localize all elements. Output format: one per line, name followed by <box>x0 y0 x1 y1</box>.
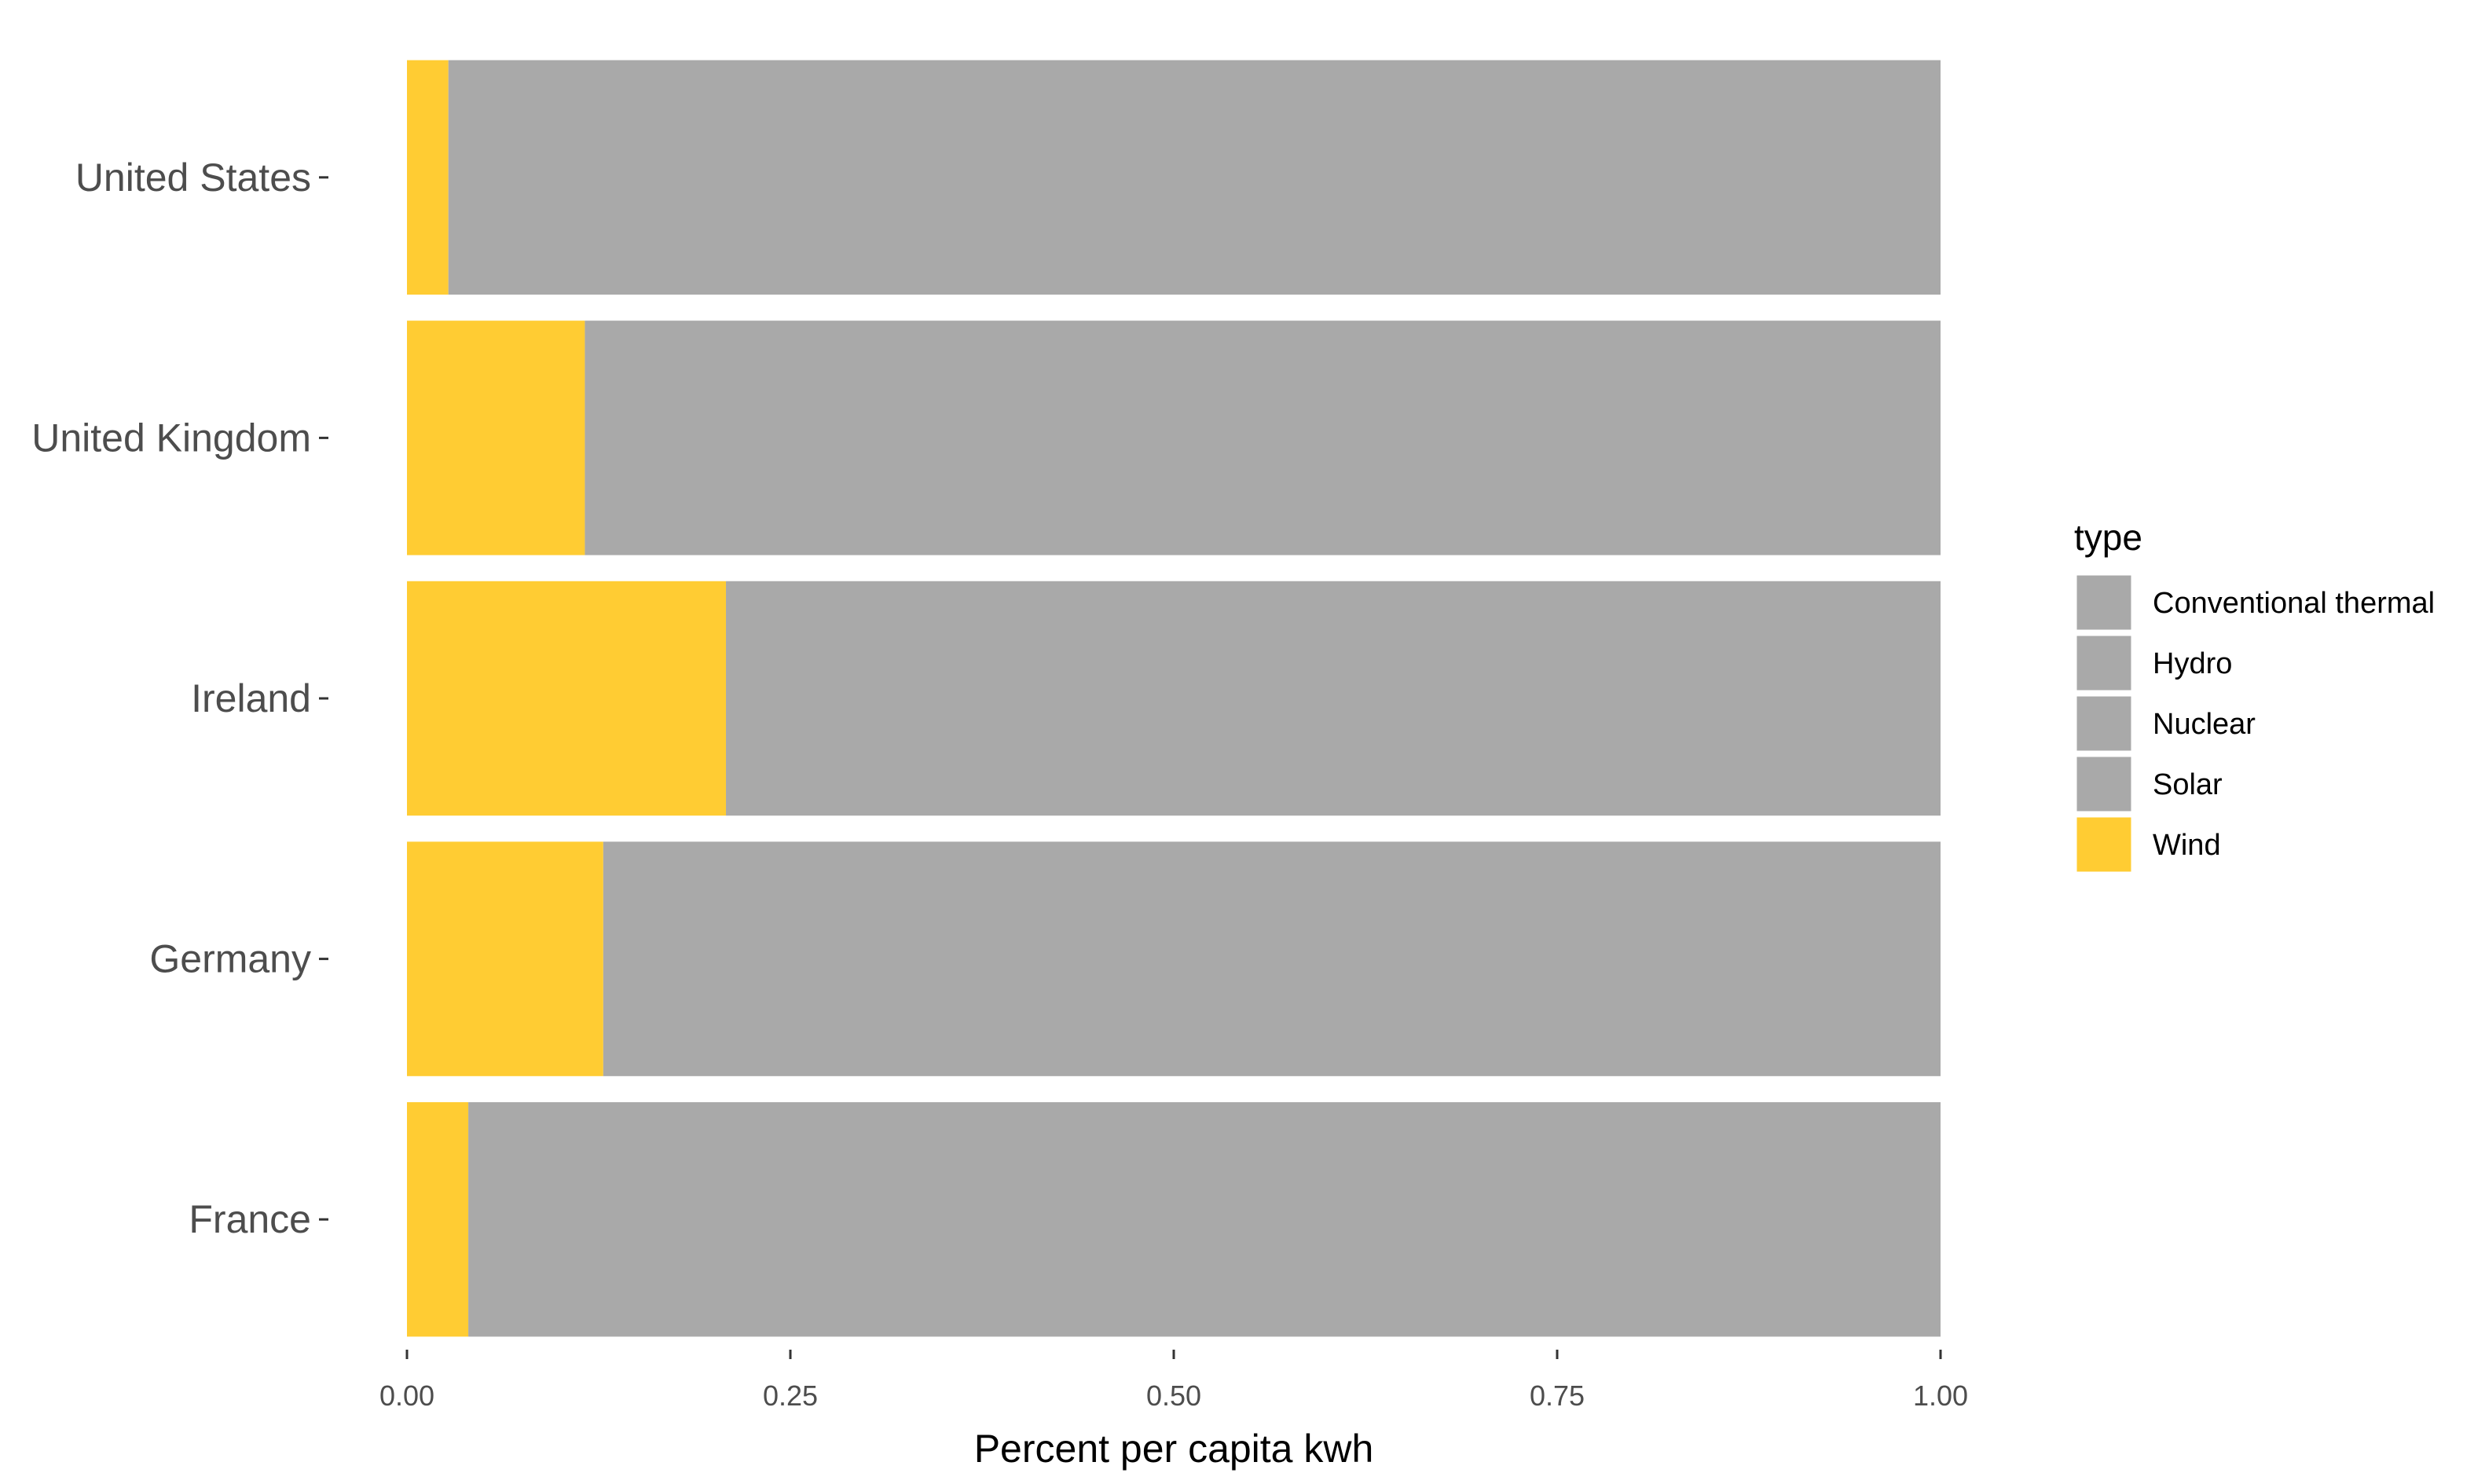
bar-conventional-thermal-germany <box>603 841 1941 1076</box>
x-axis: 0.00 0.25 0.50 0.75 1.00 <box>379 1350 1968 1412</box>
x-tick-label: 0.25 <box>763 1380 818 1412</box>
x-axis-title: Percent per capita kwh <box>974 1427 1374 1471</box>
legend-label: Hydro <box>2153 647 2232 680</box>
legend-key-solar <box>2074 754 2134 814</box>
legend-title: type <box>2074 517 2142 558</box>
x-tick-label: 1.00 <box>1913 1380 1968 1412</box>
bar-wind-germany <box>407 841 603 1076</box>
legend-key-conventional-thermal <box>2074 573 2134 632</box>
legend-key-nuclear <box>2074 694 2134 753</box>
y-tick-label: Ireland <box>191 676 311 720</box>
bar-wind-ireland <box>407 581 727 816</box>
x-tick-label: 0.00 <box>379 1380 434 1412</box>
legend-key-hydro <box>2074 633 2134 693</box>
bar-wind-united-states <box>407 60 449 295</box>
legend-items: Conventional thermal Hydro Nuclear Solar Win… <box>2074 573 2435 874</box>
x-tick-label: 0.50 <box>1146 1380 1201 1412</box>
x-tick-label: 0.75 <box>1530 1380 1585 1412</box>
legend: type Conventional thermal Hydro Nuclear Sol… <box>2074 517 2435 874</box>
legend-label: Wind <box>2153 829 2221 862</box>
bar-wind-united-kingdom <box>407 321 585 555</box>
y-tick-label: United Kingdom <box>31 416 311 460</box>
y-tick-label: United States <box>75 156 311 200</box>
bar-conventional-thermal-united-states <box>448 60 1941 295</box>
y-tick-label: Germany <box>149 937 311 981</box>
bars-layer <box>407 60 1941 1337</box>
bar-conventional-thermal-united-kingdom <box>585 321 1941 555</box>
y-axis: United States United Kingdom Ireland German… <box>31 156 328 1241</box>
y-tick-label: France <box>189 1197 311 1241</box>
bar-conventional-thermal-france <box>468 1101 1941 1337</box>
bar-wind-france <box>407 1101 469 1337</box>
bar-conventional-thermal-ireland <box>726 581 1941 816</box>
legend-label: Conventional thermal <box>2153 587 2435 620</box>
legend-key-wind <box>2074 815 2134 874</box>
legend-label: Nuclear <box>2153 708 2256 741</box>
legend-label: Solar <box>2153 768 2223 801</box>
